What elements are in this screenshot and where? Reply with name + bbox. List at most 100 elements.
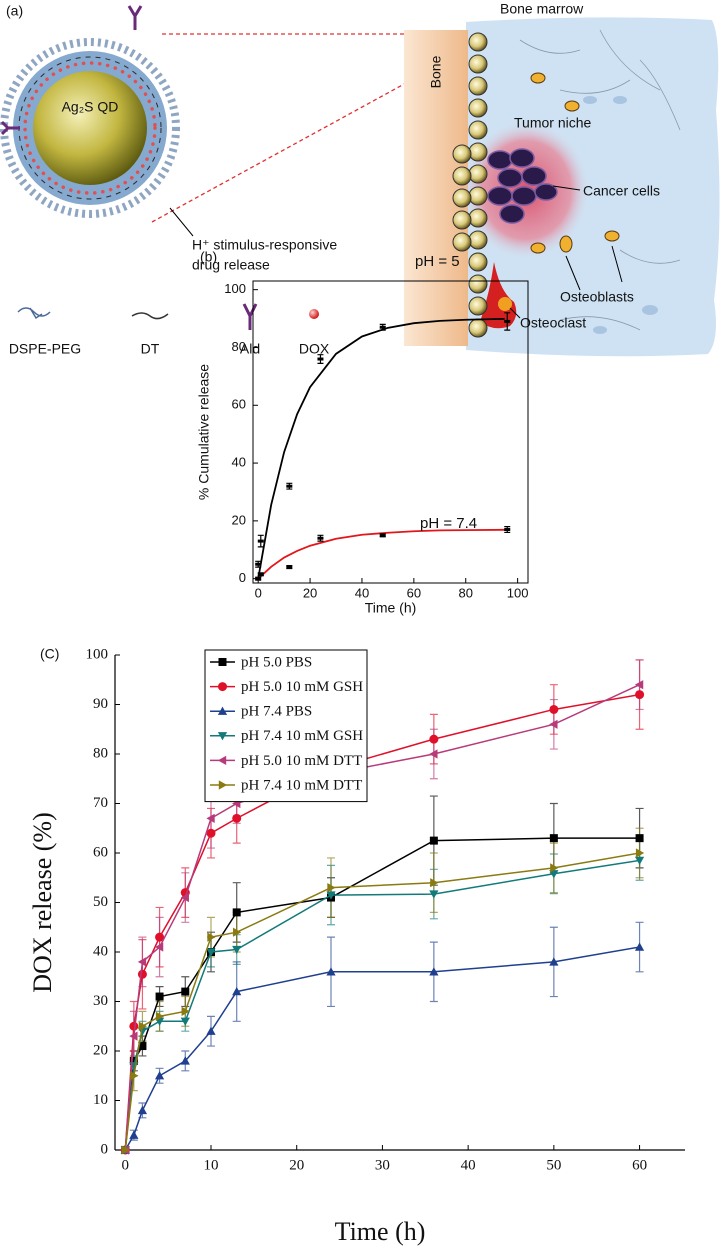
y-tick-label: 80 xyxy=(232,339,246,354)
legend-label: pH 7.4 PBS xyxy=(241,704,312,720)
data-point xyxy=(379,325,386,329)
bead xyxy=(468,252,488,272)
data-point xyxy=(429,967,439,976)
data-point xyxy=(155,1011,165,1021)
ald-icon xyxy=(242,303,258,330)
cancer-cell xyxy=(499,204,525,224)
data-point xyxy=(257,572,264,576)
legend-label: pH 7.4 10 mM DTT xyxy=(241,777,362,793)
y-tick-label: 10 xyxy=(93,1092,108,1108)
data-point xyxy=(317,536,324,540)
data-point xyxy=(137,957,147,967)
y-tick-label: 40 xyxy=(93,943,108,959)
data-point xyxy=(326,967,336,976)
release-label: drug release xyxy=(192,257,270,273)
data-point xyxy=(207,932,216,942)
marrow xyxy=(466,17,720,357)
bead xyxy=(452,188,472,208)
data-point xyxy=(206,828,216,838)
data-point xyxy=(430,878,439,888)
data-point xyxy=(232,945,242,955)
panel-label: (a) xyxy=(6,3,23,19)
legend-label: DOX xyxy=(299,341,330,357)
data-point xyxy=(154,942,164,952)
ald-icon xyxy=(0,120,20,136)
marrow-cell xyxy=(583,96,597,104)
series-label: pH = 5 xyxy=(415,253,460,270)
stroma-fibers xyxy=(519,29,681,331)
cancer-cell xyxy=(497,168,523,188)
data-point xyxy=(255,562,262,566)
data-point xyxy=(129,1021,139,1031)
series-line xyxy=(124,859,640,1151)
legend-marker xyxy=(218,780,228,790)
y-tick-label: 0 xyxy=(239,570,246,585)
bead xyxy=(468,76,488,96)
data-point xyxy=(504,319,511,323)
bead xyxy=(468,318,488,338)
bead xyxy=(468,32,488,52)
osteoblast xyxy=(604,230,620,242)
pointer xyxy=(552,185,581,191)
y-tick-label: 60 xyxy=(232,397,246,412)
x-tick-label: 60 xyxy=(632,1157,647,1173)
legend-marker xyxy=(217,706,228,715)
bead xyxy=(452,144,472,164)
osteoclast-nucleus xyxy=(498,297,512,311)
x-tick-label: 0 xyxy=(122,1157,130,1173)
data-point xyxy=(549,870,559,879)
data-point xyxy=(549,834,558,843)
data-point xyxy=(634,680,644,690)
data-point xyxy=(327,883,336,893)
osteoblast-label: Osteoblasts xyxy=(560,289,634,305)
osteoclast-label: Osteoclast xyxy=(520,315,586,331)
x-tick-label: 0 xyxy=(255,585,262,600)
data-point xyxy=(326,891,336,900)
x-axis-label: Time (h) xyxy=(335,1217,426,1246)
data-point xyxy=(635,690,645,700)
bead xyxy=(468,208,488,228)
legend-label: DSPE-PEG xyxy=(9,341,81,357)
x-tick-label: 20 xyxy=(289,1157,304,1173)
x-tick-label: 50 xyxy=(546,1157,561,1173)
y-tick-label: 20 xyxy=(232,512,246,527)
data-point xyxy=(130,1071,139,1081)
data-point xyxy=(155,992,164,1001)
dt-icon xyxy=(131,312,169,320)
data-point xyxy=(635,848,645,858)
osteoclast xyxy=(480,262,517,329)
data-point xyxy=(634,856,645,866)
data-point xyxy=(429,890,439,899)
legend-label: DT xyxy=(141,341,160,357)
marrow-cell xyxy=(642,305,658,315)
x-axis-label: Time (h) xyxy=(365,600,417,616)
data-point xyxy=(504,528,511,532)
x-tick-label: 60 xyxy=(407,585,421,600)
osteoblast xyxy=(530,242,546,254)
pointer xyxy=(169,207,194,237)
bead xyxy=(452,210,472,230)
dox-layer xyxy=(23,61,157,195)
y-tick-label: 60 xyxy=(93,844,108,860)
data-point xyxy=(286,565,293,569)
x-tick-label: 80 xyxy=(459,585,473,600)
legend-label: pH 7.4 10 mM GSH xyxy=(241,728,363,744)
series-line xyxy=(124,946,640,1151)
legend-marker xyxy=(218,682,227,692)
cancer-cell xyxy=(509,148,535,168)
particle-label: Ag₂S QD xyxy=(62,99,119,115)
bound-particles xyxy=(452,32,488,338)
data-point xyxy=(232,987,242,996)
data-point xyxy=(286,484,293,488)
x-tick-label: 30 xyxy=(375,1157,390,1173)
y-tick-label: 30 xyxy=(93,993,108,1009)
data-point xyxy=(233,927,242,937)
data-point xyxy=(137,969,147,979)
data-point xyxy=(255,577,262,581)
osteoblast xyxy=(530,72,546,84)
data-point xyxy=(129,1031,138,1041)
y-axis-label: % Cumulative release xyxy=(196,364,212,500)
legend-label: pH 5.0 PBS xyxy=(241,654,312,670)
